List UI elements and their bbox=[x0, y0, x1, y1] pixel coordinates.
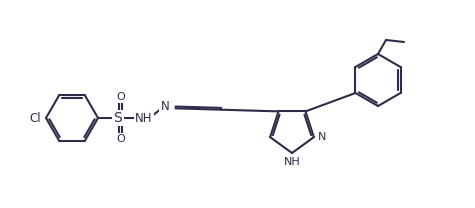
Text: O: O bbox=[116, 92, 125, 102]
Text: Cl: Cl bbox=[29, 111, 41, 125]
Text: NH: NH bbox=[135, 111, 153, 125]
Text: N: N bbox=[318, 132, 326, 142]
Text: O: O bbox=[116, 134, 125, 144]
Text: NH: NH bbox=[284, 157, 300, 167]
Text: S: S bbox=[114, 111, 123, 125]
Text: N: N bbox=[161, 99, 170, 113]
